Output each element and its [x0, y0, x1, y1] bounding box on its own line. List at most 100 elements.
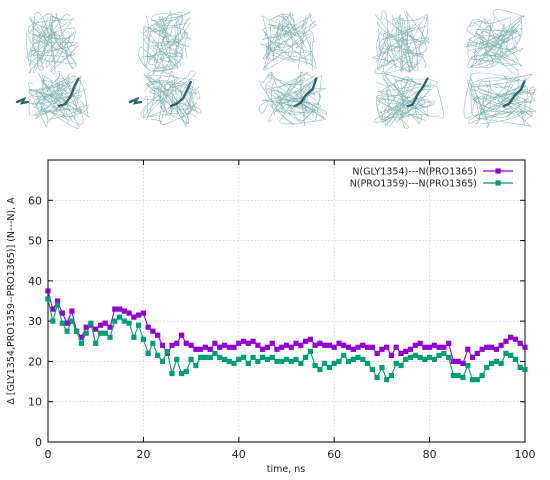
- backbone-trace: [260, 16, 296, 61]
- series-layer: [45, 288, 528, 383]
- y-tick-label: 50: [28, 235, 42, 248]
- data-point: [317, 340, 323, 346]
- data-point: [183, 340, 189, 346]
- backbone-trace: [278, 15, 317, 69]
- data-point: [303, 354, 309, 360]
- data-point: [331, 360, 337, 366]
- data-point: [436, 344, 442, 350]
- data-point: [159, 358, 166, 364]
- data-point: [288, 344, 294, 350]
- structure-snapshot: [128, 10, 202, 128]
- data-point: [59, 310, 65, 316]
- data-point: [355, 344, 361, 350]
- backbone-trace: [37, 12, 77, 65]
- data-point: [131, 314, 137, 320]
- backbone-trace: [145, 11, 191, 68]
- backbone-trace: [265, 23, 305, 62]
- backbone-trace: [275, 12, 317, 70]
- data-point: [59, 320, 65, 326]
- data-point: [140, 336, 146, 342]
- data-point: [250, 354, 256, 360]
- data-point: [212, 350, 218, 356]
- data-point: [455, 372, 461, 379]
- backbone-trace: [25, 27, 76, 74]
- backbone-trace: [35, 76, 81, 123]
- backbone-trace: [376, 14, 427, 74]
- data-point: [183, 368, 189, 375]
- data-point: [217, 354, 223, 360]
- data-point: [512, 356, 519, 362]
- data-point: [427, 354, 433, 360]
- backbone-trace: [264, 11, 295, 69]
- backbone-trace: [265, 81, 326, 125]
- highlighted-loop: [169, 80, 192, 108]
- backbone-trace: [143, 74, 166, 121]
- backbone-trace: [30, 88, 82, 129]
- data-point: [350, 346, 356, 352]
- data-point: [74, 328, 80, 334]
- legend-label: N(GLY1354)---N(PRO1365): [352, 167, 477, 178]
- data-point: [45, 296, 51, 302]
- backbone-trace: [470, 15, 523, 68]
- data-point: [112, 306, 118, 312]
- backbone-trace: [482, 89, 536, 117]
- backbone-trace: [140, 52, 183, 70]
- data-point: [479, 372, 485, 379]
- data-point: [465, 346, 471, 352]
- backbone-trace: [32, 31, 77, 73]
- backbone-trace: [40, 16, 68, 64]
- backbone-trace: [29, 13, 75, 58]
- data-point: [441, 350, 447, 356]
- data-point: [150, 328, 156, 334]
- data-point: [422, 344, 428, 350]
- highlighted-loop: [502, 80, 526, 108]
- data-point: [379, 346, 385, 352]
- backbone-trace: [152, 18, 178, 75]
- data-point: [174, 356, 180, 362]
- data-point: [345, 344, 352, 350]
- backbone-trace: [374, 86, 425, 123]
- data-point: [260, 346, 266, 352]
- x-tick-label: 80: [423, 448, 437, 461]
- data-point: [326, 364, 332, 371]
- highlighted-loop: [293, 77, 318, 108]
- data-point: [112, 318, 118, 324]
- data-point: [150, 340, 156, 346]
- data-point: [117, 306, 123, 312]
- data-point: [360, 356, 366, 362]
- data-point: [69, 308, 75, 314]
- y-tick-label: 40: [28, 275, 42, 288]
- y-axis-title: Δ [GLY1354,PRO1359--PRO1365)] (N---N), A: [6, 197, 17, 405]
- data-point: [169, 342, 175, 348]
- data-point: [88, 320, 94, 326]
- data-point: [264, 344, 270, 350]
- data-point: [369, 366, 375, 373]
- backbone-trace: [467, 79, 528, 124]
- data-point: [50, 306, 56, 312]
- structure-snapshot: [15, 12, 90, 129]
- data-point: [121, 318, 127, 324]
- data-point: [322, 342, 328, 348]
- backbone-trace: [383, 13, 429, 46]
- data-point: [174, 340, 180, 346]
- data-point: [250, 338, 256, 344]
- backbone-trace: [475, 31, 523, 76]
- backbone-trace: [267, 74, 323, 113]
- backbone-trace: [264, 31, 313, 61]
- data-point: [155, 352, 161, 358]
- data-point: [54, 298, 61, 304]
- data-point: [474, 377, 480, 383]
- backbone-trace: [35, 73, 77, 120]
- backbone-trace: [267, 15, 313, 44]
- backbone-trace: [35, 78, 84, 125]
- data-point: [512, 336, 519, 342]
- y-tick-label: 0: [35, 436, 42, 449]
- data-point: [369, 344, 375, 350]
- data-point: [422, 356, 428, 362]
- data-point: [307, 348, 313, 354]
- backbone-trace: [381, 83, 422, 129]
- data-point: [269, 340, 275, 346]
- data-point: [427, 344, 433, 350]
- data-point: [350, 356, 356, 362]
- data-point: [260, 354, 266, 360]
